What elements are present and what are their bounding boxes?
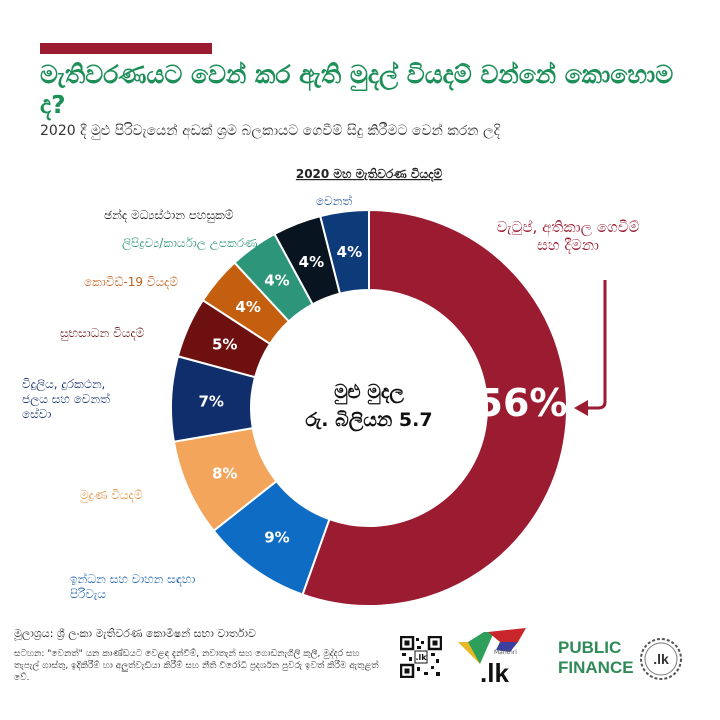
lk-logo-text: .lk (480, 658, 509, 686)
center-label-line-2: රු. බිලියන 5.7 (305, 409, 432, 432)
slice-value-2: 8% (212, 464, 237, 482)
slice-value-1: 9% (264, 528, 289, 546)
qr-code-icon: .lk (400, 636, 442, 678)
slice-label-1: ඉන්ධන සහ වාහන සඳහා පිරිවැය (70, 572, 195, 601)
qr-logo-text: .lk (415, 653, 427, 662)
slice-value-0: 56% (477, 381, 568, 425)
brand-line-1: PUBLIC (558, 638, 622, 657)
slice-label-6: ලිපිද්‍රව්‍ය/කාර්යාල උපකරණ (122, 236, 257, 251)
slice-label-3: විදුලිය, දුරකථන, ජලය සහ වෙනත් සේවා (22, 377, 110, 421)
slice-value-6: 4% (264, 272, 289, 290)
slice-value-3: 7% (198, 393, 223, 411)
slice-0 (301, 208, 568, 607)
slice-value-7: 4% (299, 253, 324, 271)
slice-value-4: 5% (212, 336, 237, 354)
callout-arrow (584, 280, 607, 410)
public-finance-logo: PUBLIC FINANCE (558, 638, 634, 678)
footnote: සටහන: "වෙනත්" යන කාණ්ඩයට වෙළඳ දැන්වීම්, … (14, 649, 379, 683)
slice-label-7: ඡන්ද මධ්‍යස්ථාන පහසුකම් (104, 208, 234, 223)
manthri-logo: Manthri .lk (458, 628, 526, 686)
page-title: මැතිවරණයට වෙන් කර ඇති මුදල් වියදම් වන්නේ… (40, 60, 674, 119)
accent-bar (40, 43, 212, 54)
slice-label-4: සුභසාධන වියදම් (60, 326, 145, 341)
slice-8 (319, 208, 370, 295)
chart-title: 2020 මහ මැතිවරණ වියදම් (296, 167, 443, 182)
public-finance-badge-icon: .lk (640, 638, 682, 680)
manthri-label: Manthri (494, 649, 517, 656)
slice-value-8: 4% (337, 243, 362, 261)
slice-label-2: මුද්‍රණ වියදම් (80, 488, 143, 503)
callout-arrowhead (574, 400, 588, 416)
slice-label-0: වැටුප්, අතිකාල ගෙවීම් සහ දීමනා (497, 218, 640, 254)
slice-label-8: වෙනත් (316, 194, 353, 208)
slice-label-5: කොවිඩ්-19 වියදම් (84, 275, 178, 289)
page-subtitle: 2020 දී මුළු පිරිවැයෙන් අඩක් ශ්‍රම බලකාය… (40, 123, 500, 139)
center-label-line-1: මුළු මුදල (334, 381, 405, 405)
badge-text: .lk (653, 651, 669, 667)
source-note: මූලාශ්‍රය: ශ්‍රී ලංකා මැතිවරණ කොමිෂන් සභ… (14, 627, 256, 640)
brand-line-2: FINANCE (558, 658, 634, 677)
slice-value-5: 4% (235, 298, 260, 316)
